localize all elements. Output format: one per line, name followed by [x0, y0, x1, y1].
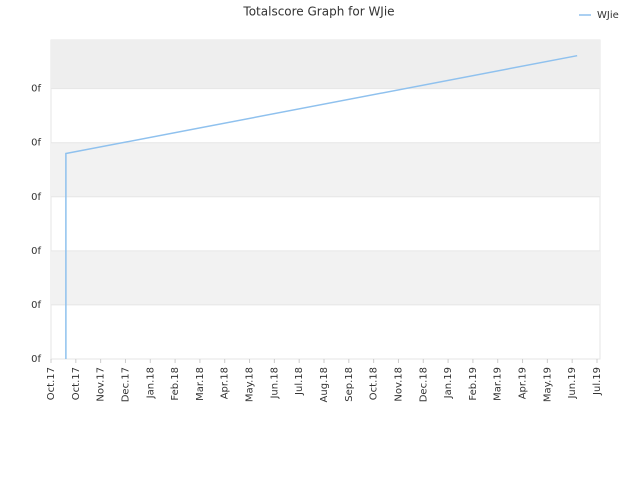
x-tick-label: Jun.19 — [567, 367, 578, 400]
y-tick-label: 0f — [31, 84, 41, 95]
grid-band — [51, 40, 600, 89]
x-tick-label: Jan.19 — [443, 367, 454, 399]
x-tick-label: May.19 — [542, 367, 553, 402]
x-tick-label: Oct.18 — [369, 367, 380, 400]
x-tick-label: Apr.19 — [518, 367, 529, 399]
x-tick-label: Mar.18 — [195, 367, 206, 401]
x-tick-label: Nov.17 — [96, 367, 107, 402]
x-tick-label: Dec.17 — [120, 367, 131, 402]
plot-area — [50, 39, 601, 360]
x-tick-label: Mar.19 — [493, 367, 504, 401]
x-tick-label: Sep.18 — [344, 367, 355, 402]
x-tick-label: Nov.18 — [393, 367, 404, 402]
line — [65, 54, 578, 359]
x-tick-label: May.18 — [245, 367, 256, 402]
x-tick-label: Jan.18 — [145, 367, 156, 399]
x-tick-label: Jul.18 — [294, 367, 305, 396]
chart-title: Totalscore Graph for WJie — [242, 5, 394, 19]
x-tick-label: Aug.18 — [319, 367, 330, 402]
x-tick-label: Jul.19 — [592, 367, 603, 396]
x-tick-label: Dec.18 — [418, 367, 429, 402]
y-tick-label: 0f — [31, 192, 41, 203]
x-tick-label: Oct.17 — [46, 367, 57, 400]
grid-band — [51, 142, 600, 197]
x-tick-label: Feb.18 — [170, 367, 181, 401]
x-tick-label: Apr.18 — [220, 367, 231, 399]
x-tick-label: Feb.19 — [468, 367, 479, 401]
x-tick-label: Jun.18 — [269, 367, 280, 400]
legend-label: WJie — [597, 10, 619, 21]
x-tick-label: Oct.17 — [71, 367, 82, 400]
y-tick-label: 0f — [31, 300, 41, 311]
grid-band — [51, 250, 600, 305]
y-tick-label: 0f — [31, 354, 41, 365]
y-tick-label: 0f — [31, 138, 41, 149]
y-tick-label: 0f — [31, 246, 41, 257]
